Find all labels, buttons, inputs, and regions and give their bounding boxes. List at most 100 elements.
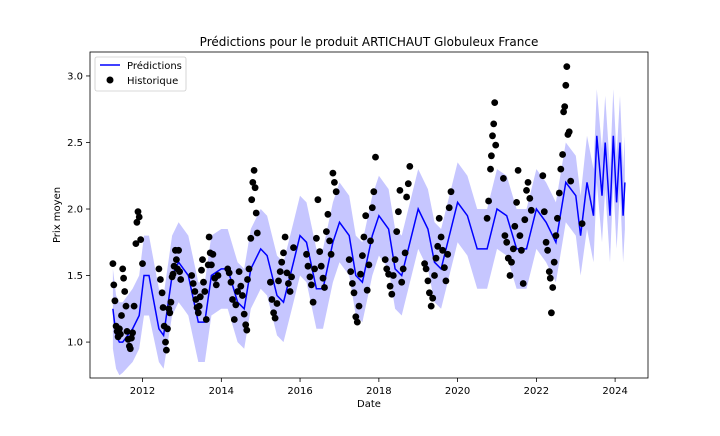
history-point <box>194 309 202 317</box>
history-point <box>421 260 428 267</box>
history-point <box>173 256 180 263</box>
history-point <box>309 298 317 306</box>
history-point <box>158 289 166 297</box>
history-point <box>526 195 534 202</box>
x-axis-label: Date <box>357 399 381 410</box>
history-point <box>506 272 514 279</box>
history-point <box>431 272 438 279</box>
history-point <box>562 81 570 89</box>
history-point <box>290 244 297 252</box>
history-point <box>546 274 554 282</box>
history-point <box>286 288 294 295</box>
legend-history-label: Historique <box>127 76 178 87</box>
plot-area <box>109 63 626 376</box>
history-point <box>549 284 557 291</box>
chart-title: Prédictions pour le produit ARTICHAUT Gl… <box>200 35 539 49</box>
history-point <box>159 304 167 311</box>
legend: Prédictions Historique <box>94 56 187 92</box>
history-point <box>395 208 402 216</box>
history-point <box>214 272 222 279</box>
history-point <box>133 218 141 226</box>
history-point <box>445 204 453 212</box>
axes-frame <box>89 51 649 379</box>
history-point <box>245 265 253 273</box>
history-point <box>281 233 289 241</box>
history-point <box>169 270 177 278</box>
history-point <box>559 151 566 158</box>
history-point <box>545 268 553 275</box>
history-point <box>235 268 243 275</box>
history-point <box>202 316 210 323</box>
history-point <box>437 233 445 241</box>
history-point <box>188 272 196 279</box>
history-point <box>578 220 586 228</box>
history-point <box>567 177 575 185</box>
history-point <box>352 313 360 321</box>
history-point <box>316 248 324 256</box>
history-point <box>326 237 333 245</box>
x-tick-label: 2022 <box>524 386 549 397</box>
history-point <box>542 238 550 246</box>
history-point <box>321 284 328 291</box>
history-point <box>508 258 515 266</box>
history-point <box>285 280 292 287</box>
history-point <box>513 199 520 206</box>
history-point <box>119 265 127 273</box>
history-point <box>123 328 131 335</box>
history-point <box>426 289 433 297</box>
history-point <box>271 314 279 322</box>
history-point <box>227 278 235 286</box>
history-point <box>434 242 442 250</box>
history-point <box>268 296 276 303</box>
history-point <box>205 233 213 241</box>
y-tick-label: 2.0 <box>67 205 83 216</box>
history-point <box>565 128 573 136</box>
history-point <box>314 196 322 204</box>
history-point <box>164 325 171 333</box>
history-point <box>276 268 284 275</box>
history-point <box>225 269 233 277</box>
history-point <box>518 246 525 254</box>
history-point <box>521 216 529 224</box>
history-point <box>424 277 432 285</box>
x-tick-label: 2018 <box>366 386 391 397</box>
history-point <box>332 188 340 196</box>
history-point <box>360 233 368 241</box>
history-point <box>442 277 450 285</box>
history-point <box>247 234 255 242</box>
history-point <box>435 214 443 222</box>
history-point <box>372 153 379 161</box>
history-point <box>554 214 561 222</box>
history-point <box>288 273 295 281</box>
history-point <box>167 298 175 306</box>
history-point <box>439 246 446 254</box>
history-point <box>163 346 170 354</box>
y-tick-label: 2.5 <box>67 138 83 149</box>
history-point <box>483 214 491 222</box>
history-point <box>191 288 199 295</box>
history-point <box>365 261 373 269</box>
history-point <box>488 152 495 160</box>
history-point <box>283 269 291 277</box>
history-point <box>209 250 217 258</box>
history-point <box>422 265 430 273</box>
history-point <box>345 256 353 263</box>
x-tick-label: 2012 <box>130 386 155 397</box>
history-point <box>311 265 318 273</box>
history-point <box>175 246 183 254</box>
y-axis-label: Prix moyen <box>52 187 63 243</box>
history-point <box>523 187 530 194</box>
history-point <box>319 274 327 282</box>
history-point <box>331 179 338 186</box>
history-point <box>396 187 404 194</box>
history-point <box>353 318 361 326</box>
history-point <box>176 268 184 275</box>
history-point <box>304 262 312 270</box>
history-point <box>359 252 366 259</box>
history-point <box>383 265 391 273</box>
history-point <box>244 276 251 283</box>
history-point <box>560 108 567 116</box>
history-point <box>503 238 511 246</box>
history-point <box>199 256 206 263</box>
history-point <box>524 179 532 186</box>
